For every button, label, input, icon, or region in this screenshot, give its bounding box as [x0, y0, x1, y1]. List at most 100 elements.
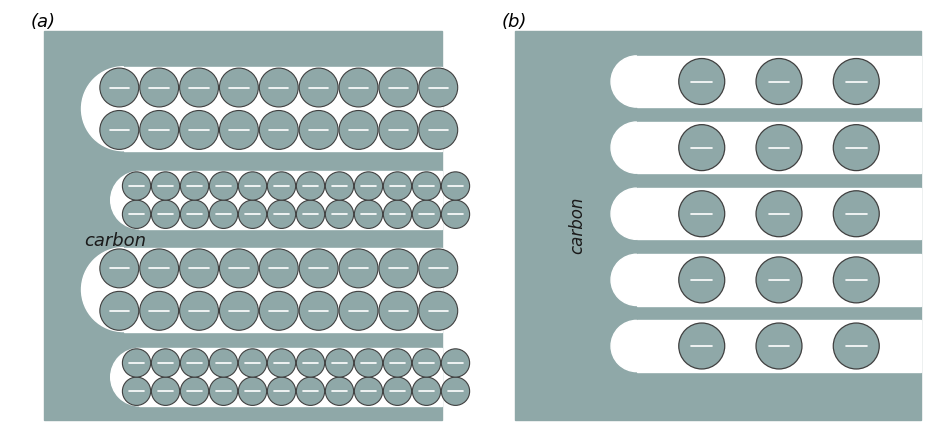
Circle shape [833, 257, 880, 303]
Circle shape [151, 200, 180, 229]
Circle shape [180, 110, 219, 149]
Wedge shape [82, 248, 124, 332]
Circle shape [325, 377, 354, 405]
Circle shape [151, 172, 180, 200]
Circle shape [756, 191, 802, 237]
Circle shape [378, 249, 417, 288]
Circle shape [413, 349, 440, 377]
Circle shape [441, 349, 470, 377]
Bar [124, 67, 442, 151]
Circle shape [181, 349, 208, 377]
Bar [124, 248, 442, 332]
Circle shape [679, 191, 725, 237]
Circle shape [123, 377, 150, 405]
Circle shape [383, 349, 412, 377]
Circle shape [100, 291, 139, 330]
Circle shape [297, 172, 324, 200]
Circle shape [180, 68, 219, 107]
Circle shape [383, 172, 412, 200]
Bar [44, 31, 442, 420]
Wedge shape [110, 348, 140, 406]
Circle shape [325, 200, 354, 229]
Circle shape [220, 68, 259, 107]
Bar [140, 348, 442, 406]
Circle shape [679, 125, 725, 171]
Circle shape [383, 200, 412, 229]
Circle shape [297, 349, 324, 377]
Circle shape [151, 377, 180, 405]
Circle shape [679, 257, 725, 303]
Circle shape [833, 191, 880, 237]
Bar [514, 31, 922, 420]
Circle shape [355, 200, 382, 229]
Text: carbon: carbon [84, 232, 146, 250]
Circle shape [123, 172, 150, 200]
Circle shape [181, 172, 208, 200]
Wedge shape [611, 320, 636, 372]
Circle shape [260, 249, 299, 288]
Circle shape [209, 200, 238, 229]
Circle shape [267, 377, 296, 405]
Circle shape [267, 200, 296, 229]
Wedge shape [611, 188, 636, 240]
Circle shape [239, 349, 266, 377]
Circle shape [123, 200, 150, 229]
Circle shape [418, 291, 457, 330]
Circle shape [418, 110, 457, 149]
Circle shape [833, 58, 880, 104]
Circle shape [355, 349, 382, 377]
Circle shape [239, 172, 266, 200]
Circle shape [441, 172, 470, 200]
Circle shape [340, 110, 378, 149]
Circle shape [181, 377, 208, 405]
Circle shape [239, 200, 266, 229]
Wedge shape [611, 56, 636, 107]
Circle shape [378, 68, 417, 107]
Circle shape [833, 323, 880, 369]
Circle shape [441, 377, 470, 405]
Circle shape [220, 291, 259, 330]
Circle shape [140, 249, 179, 288]
Circle shape [267, 172, 296, 200]
Bar [636, 56, 922, 107]
Circle shape [300, 291, 339, 330]
Circle shape [325, 349, 354, 377]
Wedge shape [611, 254, 636, 305]
Circle shape [151, 349, 180, 377]
Circle shape [413, 172, 440, 200]
Circle shape [756, 323, 802, 369]
Text: (a): (a) [30, 13, 56, 31]
Bar [636, 320, 922, 372]
Circle shape [209, 172, 238, 200]
Wedge shape [110, 171, 140, 229]
Circle shape [140, 68, 179, 107]
Circle shape [297, 200, 324, 229]
Circle shape [300, 68, 339, 107]
Circle shape [679, 58, 725, 104]
Circle shape [355, 172, 382, 200]
Wedge shape [611, 122, 636, 173]
Circle shape [267, 349, 296, 377]
Circle shape [418, 68, 457, 107]
Circle shape [209, 377, 238, 405]
Text: (b): (b) [501, 13, 527, 31]
Circle shape [756, 257, 802, 303]
Circle shape [833, 125, 880, 171]
Circle shape [378, 110, 417, 149]
Circle shape [413, 377, 440, 405]
Circle shape [756, 58, 802, 104]
Circle shape [100, 110, 139, 149]
Circle shape [100, 68, 139, 107]
Circle shape [300, 110, 339, 149]
Circle shape [300, 249, 339, 288]
Circle shape [413, 200, 440, 229]
Circle shape [297, 377, 324, 405]
Circle shape [209, 349, 238, 377]
Circle shape [679, 323, 725, 369]
Bar [636, 188, 922, 240]
Circle shape [220, 249, 259, 288]
Circle shape [239, 377, 266, 405]
Circle shape [100, 249, 139, 288]
Circle shape [378, 291, 417, 330]
Circle shape [383, 377, 412, 405]
